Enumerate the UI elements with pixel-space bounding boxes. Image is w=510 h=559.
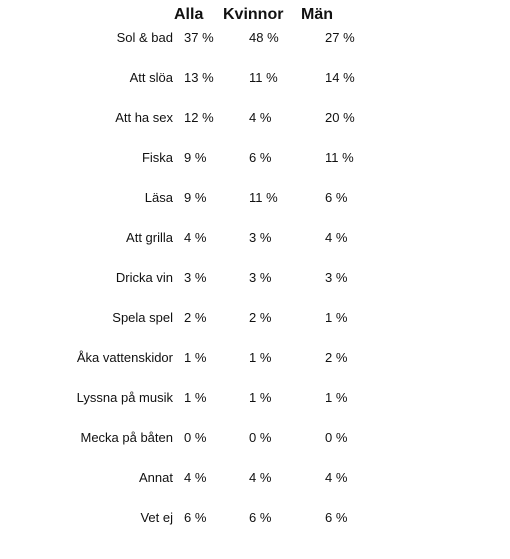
row-label: Dricka vin (115, 270, 173, 285)
table-row: Att ha sex 12 % 4 % 20 % (0, 108, 510, 148)
cell-alla: 13 % (184, 70, 214, 85)
cell-kvinnor: 48 % (249, 30, 279, 45)
row-label: Lyssna på musik (76, 390, 173, 405)
cell-man: 1 % (325, 390, 348, 405)
cell-man: 6 % (325, 510, 348, 525)
cell-kvinnor: 3 % (249, 230, 272, 245)
cell-alla: 1 % (184, 390, 207, 405)
row-label: Sol & bad (116, 30, 173, 45)
table-row: Fiska 9 % 6 % 11 % (0, 148, 510, 188)
cell-alla: 3 % (184, 270, 207, 285)
cell-man: 1 % (325, 310, 348, 325)
cell-man: 11 % (325, 150, 354, 165)
cell-kvinnor: 6 % (249, 150, 272, 165)
cell-kvinnor: 2 % (249, 310, 272, 325)
cell-man: 27 % (325, 30, 355, 45)
cell-alla: 9 % (184, 150, 207, 165)
cell-man: 0 % (325, 430, 348, 445)
table-row: Annat 4 % 4 % 4 % (0, 468, 510, 508)
table-row: Mecka på båten 0 % 0 % 0 % (0, 428, 510, 468)
table-row: Läsa 9 % 11 % 6 % (0, 188, 510, 228)
cell-man: 6 % (325, 190, 348, 205)
cell-alla: 0 % (184, 430, 207, 445)
cell-kvinnor: 11 % (249, 70, 278, 85)
row-label: Åka vattenskidor (76, 350, 173, 365)
cell-alla: 37 % (184, 30, 214, 45)
row-label: Vet ej (140, 510, 173, 525)
cell-man: 3 % (325, 270, 348, 285)
cell-kvinnor: 4 % (249, 110, 272, 125)
table-row: Spela spel 2 % 2 % 1 % (0, 308, 510, 348)
row-label: Att ha sex (115, 110, 173, 125)
cell-kvinnor: 11 % (249, 190, 278, 205)
table-row: Att grilla 4 % 3 % 4 % (0, 228, 510, 268)
table-body: Sol & bad 37 % 48 % 27 % Att slöa 13 % 1… (0, 28, 510, 548)
table-row: Att slöa 13 % 11 % 14 % (0, 68, 510, 108)
cell-kvinnor: 3 % (249, 270, 272, 285)
row-label: Att grilla (126, 230, 173, 245)
cell-kvinnor: 1 % (249, 350, 272, 365)
cell-kvinnor: 0 % (249, 430, 272, 445)
header-row: Alla Kvinnor Män (0, 6, 510, 28)
cell-alla: 2 % (184, 310, 207, 325)
row-label: Mecka på båten (80, 430, 173, 445)
cell-kvinnor: 6 % (249, 510, 272, 525)
cell-kvinnor: 4 % (249, 470, 272, 485)
cell-man: 20 % (325, 110, 355, 125)
table-row: Dricka vin 3 % 3 % 3 % (0, 268, 510, 308)
cell-alla: 1 % (184, 350, 207, 365)
cell-kvinnor: 1 % (249, 390, 272, 405)
header-alla: Alla (174, 6, 204, 23)
table-row: Vet ej 6 % 6 % 6 % (0, 508, 510, 548)
cell-man: 4 % (325, 230, 348, 245)
header-kvinnor: Kvinnor (223, 6, 284, 23)
cell-man: 14 % (325, 70, 355, 85)
row-label: Läsa (144, 190, 173, 205)
cell-alla: 12 % (184, 110, 214, 125)
row-label: Annat (139, 470, 173, 485)
table-row: Sol & bad 37 % 48 % 27 % (0, 28, 510, 68)
table-row: Lyssna på musik 1 % 1 % 1 % (0, 388, 510, 428)
cell-alla: 6 % (184, 510, 207, 525)
header-man: Män (301, 6, 333, 23)
row-label: Fiska (141, 150, 173, 165)
cell-alla: 9 % (184, 190, 207, 205)
row-label: Att slöa (129, 70, 173, 85)
table-row: Åka vattenskidor 1 % 1 % 2 % (0, 348, 510, 388)
cell-man: 4 % (325, 470, 348, 485)
cell-alla: 4 % (184, 230, 207, 245)
cell-man: 2 % (325, 350, 348, 365)
row-label: Spela spel (112, 310, 173, 325)
cell-alla: 4 % (184, 470, 207, 485)
